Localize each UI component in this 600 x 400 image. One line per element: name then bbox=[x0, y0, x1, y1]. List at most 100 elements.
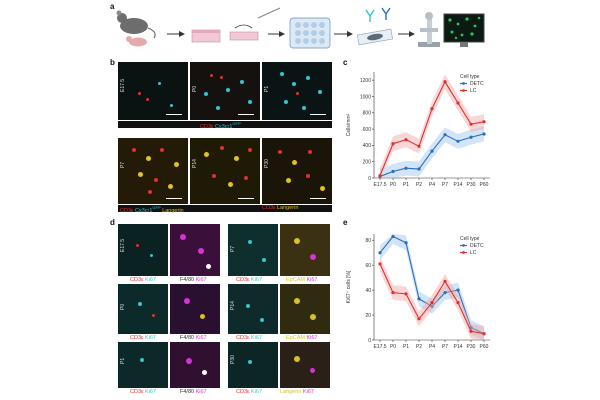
caption-bar-b-bottom bbox=[118, 205, 332, 212]
microscope-icon bbox=[418, 12, 440, 47]
data-point-lc bbox=[456, 300, 460, 305]
legend-label-detc: DETC bbox=[470, 81, 484, 87]
caption-marker-sup: GFP bbox=[232, 121, 241, 126]
timepoint-label: P7 bbox=[120, 161, 126, 168]
data-point-lc bbox=[391, 142, 395, 146]
y-tick-label: 400 bbox=[363, 143, 372, 149]
timepoint-label: P30 bbox=[264, 159, 270, 168]
micrograph-d-p14-cd3: P14 bbox=[228, 284, 278, 334]
caption-marker: Ki67 bbox=[145, 277, 157, 283]
data-point-detc bbox=[443, 133, 447, 137]
x-tick-label: P1 bbox=[403, 182, 409, 188]
x-tick-label: P2 bbox=[416, 344, 422, 350]
skin-sample-icon bbox=[191, 29, 221, 43]
micrograph-b-p1: P1 bbox=[262, 62, 332, 120]
legend-marker-lc bbox=[462, 251, 465, 254]
y-axis-label: Cells/mm² bbox=[346, 113, 352, 136]
x-tick-label: P0 bbox=[390, 182, 396, 188]
data-point-detc bbox=[391, 169, 395, 174]
caption-marker: CD3ε bbox=[130, 389, 144, 395]
caption-d-row3-b: F4/80 Ki67 bbox=[180, 389, 207, 395]
data-point-lc bbox=[482, 332, 486, 336]
caption-d-row1-b: F4/80 Ki67 bbox=[180, 277, 207, 283]
caption-marker: EpCAM bbox=[286, 335, 305, 341]
caption-marker: F4/80 bbox=[180, 389, 195, 395]
panel-label-a: a bbox=[110, 2, 115, 11]
y-tick-label: 1200 bbox=[360, 78, 371, 84]
data-point-lc bbox=[469, 122, 473, 126]
micrograph-b-p0: P0 bbox=[190, 62, 260, 120]
y-tick-label: 40 bbox=[365, 288, 371, 294]
data-point-lc bbox=[430, 107, 434, 111]
data-point-detc bbox=[456, 139, 460, 143]
caption-d-row3-a: CD3ε Ki67 bbox=[130, 389, 156, 395]
data-point-lc bbox=[430, 300, 434, 305]
micrograph-d-p1-f480 bbox=[170, 342, 220, 388]
x-tick-label: E17.5 bbox=[373, 344, 386, 350]
micrograph-d-p0-f480 bbox=[170, 284, 220, 334]
data-point-lc bbox=[404, 138, 408, 142]
data-point-detc bbox=[430, 149, 434, 153]
caption-marker: Ki67 bbox=[251, 277, 263, 283]
micrograph-b-p7: P7 bbox=[118, 138, 188, 204]
data-point-detc bbox=[456, 288, 460, 292]
caption-marker-sup: GFP bbox=[152, 205, 161, 210]
caption-marker: Ki67 bbox=[145, 389, 157, 395]
y-tick-label: 0 bbox=[368, 338, 371, 344]
caption-marker: CD3ε bbox=[120, 207, 134, 214]
caption-b-top: CD3ε Cx3cr1GFP bbox=[200, 121, 241, 130]
data-point-detc bbox=[404, 166, 408, 170]
data-point-lc bbox=[443, 279, 447, 283]
y-axis-label: Ki67⁺ cells [%] bbox=[346, 270, 352, 303]
caption-d-row3-d: Langerin Ki67 bbox=[280, 389, 314, 395]
caption-marker: EpCAM bbox=[286, 277, 305, 283]
micrograph-d-e17-cd3: E17.5 bbox=[118, 224, 168, 276]
x-tick-label: P7 bbox=[442, 344, 448, 350]
caption-d-row2-c: CD3ε Ki67 bbox=[236, 335, 262, 341]
separated-skin-icon bbox=[229, 7, 281, 41]
series-band-lc bbox=[380, 74, 484, 178]
x-tick-label: E17.5 bbox=[373, 182, 386, 188]
caption-marker: Ki67 bbox=[302, 389, 314, 395]
data-point-detc bbox=[417, 297, 421, 301]
y-tick-label: 200 bbox=[363, 159, 372, 165]
x-tick-label: P60 bbox=[480, 182, 489, 188]
y-tick-label: 1000 bbox=[360, 94, 371, 100]
legend-label-lc: LC bbox=[470, 250, 477, 256]
caption-d-row1-a: CD3ε Ki67 bbox=[130, 277, 156, 283]
caption-b-bottom-left: CD3ε Cx3cr1GFP Langerin bbox=[120, 205, 184, 214]
caption-marker: CD3ε bbox=[236, 389, 250, 395]
timepoint-label: P7 bbox=[230, 245, 236, 252]
caption-marker: F4/80 bbox=[180, 277, 195, 283]
data-point-detc bbox=[404, 241, 408, 245]
timepoint-label: P0 bbox=[192, 85, 198, 92]
legend-label-detc: DETC bbox=[470, 243, 484, 249]
caption-d-row2-a: CD3ε Ki67 bbox=[130, 335, 156, 341]
micrograph-d-p30-langerin bbox=[280, 342, 330, 388]
caption-marker: Cx3cr1 bbox=[215, 123, 233, 130]
legend-marker-detc bbox=[462, 82, 465, 85]
caption-marker: F4/80 bbox=[180, 335, 195, 341]
micrograph-b-p30: P30 bbox=[262, 138, 332, 204]
caption-marker: Langerin bbox=[162, 207, 184, 214]
timepoint-label: P0 bbox=[120, 303, 126, 310]
data-point-lc bbox=[469, 329, 473, 333]
y-tick-label: 600 bbox=[363, 127, 372, 133]
caption-b-bottom-right: CD3ε Langerin bbox=[262, 205, 298, 211]
timepoint-label: P1 bbox=[264, 85, 270, 92]
legend-marker-lc bbox=[462, 89, 465, 92]
micrograph-d-p0-cd3: P0 bbox=[118, 284, 168, 334]
x-tick-label: P14 bbox=[454, 182, 463, 188]
data-point-lc bbox=[482, 120, 486, 124]
micrograph-b-p14: P14 bbox=[190, 138, 260, 204]
micrograph-d-e17-f480 bbox=[170, 224, 220, 276]
timepoint-label: E17.5 bbox=[120, 78, 126, 92]
well-plate-icon bbox=[289, 17, 331, 49]
caption-marker: Ki67 bbox=[195, 277, 207, 283]
caption-d-row2-d: EpCAM Ki67 bbox=[286, 335, 318, 341]
panel-label-e: e bbox=[343, 218, 348, 227]
chart-e: 0 20 40 60 80 E17.5 P0 P1 P2 P4 P7 P14 P30 P60 Ki67⁺ c… bbox=[346, 234, 490, 350]
micrograph-b-e17: E17.5 bbox=[118, 62, 188, 120]
chart-c: 0 200 400 600 800 1000 1200 E17.5 P0 P1 P2 P4 P7 P14 P… bbox=[346, 72, 490, 188]
data-point-detc bbox=[482, 132, 486, 136]
